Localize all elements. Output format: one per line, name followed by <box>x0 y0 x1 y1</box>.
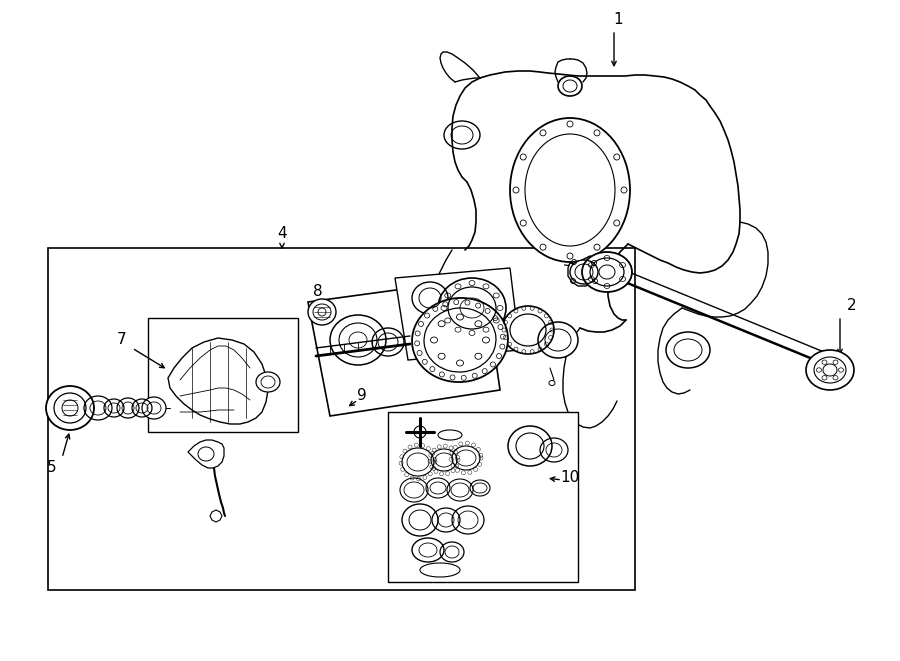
Ellipse shape <box>256 372 280 392</box>
Ellipse shape <box>452 506 484 534</box>
Text: 10: 10 <box>561 471 580 485</box>
Ellipse shape <box>402 448 434 476</box>
Ellipse shape <box>558 76 582 96</box>
Ellipse shape <box>431 449 457 471</box>
Bar <box>148 318 298 432</box>
Text: 8: 8 <box>313 284 323 299</box>
Bar <box>388 412 578 582</box>
Text: 1: 1 <box>613 13 623 28</box>
Ellipse shape <box>438 278 506 338</box>
Ellipse shape <box>412 298 508 382</box>
Ellipse shape <box>142 397 166 419</box>
Ellipse shape <box>402 504 438 536</box>
Ellipse shape <box>540 438 568 462</box>
Ellipse shape <box>372 328 404 356</box>
Ellipse shape <box>502 306 554 354</box>
Ellipse shape <box>117 398 139 418</box>
Polygon shape <box>308 278 500 416</box>
Ellipse shape <box>440 542 464 562</box>
Bar <box>48 248 635 590</box>
Ellipse shape <box>400 478 428 502</box>
Polygon shape <box>395 268 520 360</box>
Text: 3: 3 <box>563 254 573 270</box>
Polygon shape <box>568 256 600 286</box>
Ellipse shape <box>330 315 386 365</box>
Polygon shape <box>188 440 224 468</box>
Text: 2: 2 <box>847 297 857 313</box>
Ellipse shape <box>432 508 460 532</box>
Ellipse shape <box>412 538 444 562</box>
Text: 5: 5 <box>47 461 57 475</box>
Ellipse shape <box>470 480 490 496</box>
Polygon shape <box>168 338 268 424</box>
Ellipse shape <box>508 426 552 466</box>
Ellipse shape <box>308 299 336 325</box>
Text: 7: 7 <box>117 332 127 348</box>
Ellipse shape <box>412 282 448 314</box>
Ellipse shape <box>447 479 473 501</box>
Ellipse shape <box>104 399 124 417</box>
Ellipse shape <box>666 332 710 368</box>
Ellipse shape <box>510 118 630 262</box>
Ellipse shape <box>84 396 112 420</box>
Ellipse shape <box>570 260 598 284</box>
Ellipse shape <box>426 478 450 498</box>
Polygon shape <box>210 510 222 522</box>
Text: 4: 4 <box>277 227 287 241</box>
Ellipse shape <box>452 446 480 470</box>
Ellipse shape <box>582 252 632 292</box>
Ellipse shape <box>538 322 578 358</box>
Text: 6: 6 <box>197 442 207 457</box>
Ellipse shape <box>132 399 152 417</box>
Ellipse shape <box>46 386 94 430</box>
Text: 9: 9 <box>357 387 367 403</box>
Ellipse shape <box>806 350 854 390</box>
